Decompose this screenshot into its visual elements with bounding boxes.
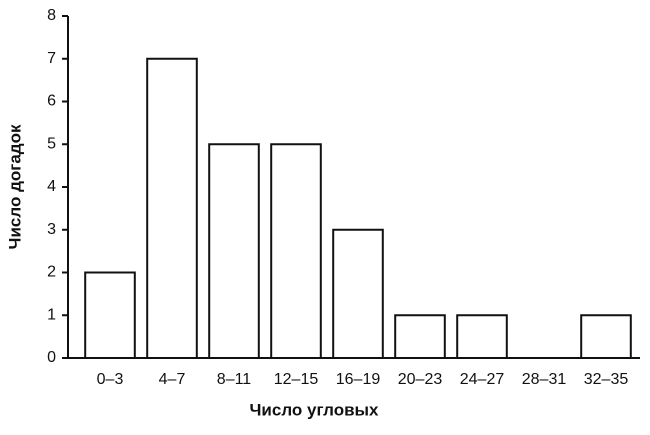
y-tick-label: 2 <box>47 264 56 281</box>
x-tick-label: 12–15 <box>274 371 319 388</box>
bar <box>208 143 260 359</box>
y-tick-label: 3 <box>47 221 56 238</box>
x-tick-label: 32–35 <box>584 371 629 388</box>
bar <box>270 143 322 359</box>
bar <box>146 57 198 359</box>
y-tick-label: 4 <box>47 178 56 195</box>
x-tick-label: 8–11 <box>217 371 252 388</box>
y-tick-label: 0 <box>47 349 56 366</box>
y-tick-label: 1 <box>47 306 56 323</box>
y-tick-label: 7 <box>47 50 56 67</box>
bar <box>332 228 384 359</box>
y-tick-label: 5 <box>47 135 56 152</box>
x-tick-label: 24–27 <box>460 371 505 388</box>
bar <box>456 314 508 359</box>
bar <box>394 314 446 359</box>
x-tick-label: 4–7 <box>159 371 186 388</box>
x-tick-label: 16–19 <box>336 371 381 388</box>
y-tick-label: 6 <box>47 93 56 110</box>
x-tick-label: 28–31 <box>522 371 567 388</box>
bar <box>580 314 632 359</box>
y-axis-title: Число догадок <box>5 124 24 249</box>
x-axis-title: Число угловых <box>249 400 379 419</box>
x-tick-label: 0–3 <box>97 371 124 388</box>
y-tick-label: 8 <box>47 7 56 24</box>
x-tick-label: 20–23 <box>398 371 443 388</box>
bar <box>84 271 136 359</box>
